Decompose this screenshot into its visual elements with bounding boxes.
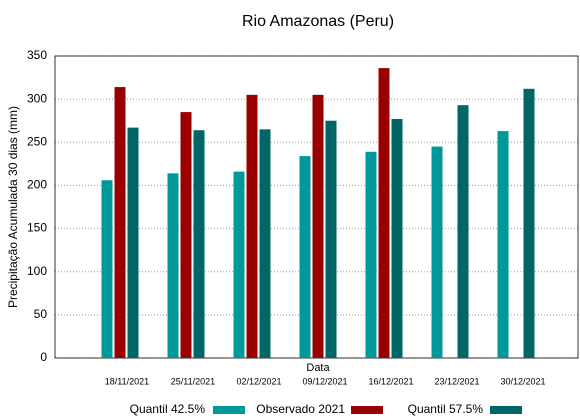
bar [391, 118, 403, 358]
y-tick-label: 150 [27, 221, 47, 235]
bar [101, 180, 113, 358]
legend-label: Observado 2021 [256, 402, 345, 416]
bar [193, 130, 205, 358]
legend-swatch [213, 406, 245, 414]
y-tick-label: 50 [34, 307, 48, 321]
x-tick-label: 16/12/2021 [368, 376, 413, 386]
x-tick-label: 30/12/2021 [500, 376, 545, 386]
y-tick-label: 100 [27, 264, 47, 278]
x-tick-label: 23/12/2021 [434, 376, 479, 386]
legend-swatch [351, 406, 383, 414]
bar [246, 94, 258, 358]
bar [457, 105, 469, 358]
bar [127, 127, 139, 358]
bar [325, 120, 337, 358]
legend-label: Quantil 42.5% [130, 402, 206, 416]
bar [233, 171, 245, 358]
y-tick-label: 300 [27, 91, 47, 105]
x-tick-label: 02/12/2021 [236, 376, 281, 386]
bar [365, 151, 377, 358]
x-tick-label: 09/12/2021 [302, 376, 347, 386]
bar [312, 94, 324, 358]
y-axis-label: Precipitação Acumulada 30 dias (mm) [6, 106, 20, 308]
bar [299, 156, 311, 358]
y-tick-label: 0 [40, 350, 47, 364]
chart-title: Rio Amazonas (Peru) [242, 13, 394, 30]
bar [114, 87, 126, 358]
bar [523, 88, 535, 358]
y-tick-label: 200 [27, 178, 47, 192]
bar [167, 173, 179, 358]
bar [180, 112, 192, 358]
bar [497, 131, 509, 358]
legend-swatch [490, 406, 522, 414]
legend-label: Quantil 57.5% [408, 402, 484, 416]
y-tick-label: 250 [27, 134, 47, 148]
x-axis-label: Data [306, 362, 330, 374]
bar [259, 129, 271, 358]
bar [378, 68, 390, 358]
y-tick-label: 350 [27, 48, 47, 62]
bar [431, 146, 443, 358]
x-tick-label: 18/11/2021 [105, 376, 149, 386]
x-tick-label: 25/11/2021 [171, 376, 215, 386]
